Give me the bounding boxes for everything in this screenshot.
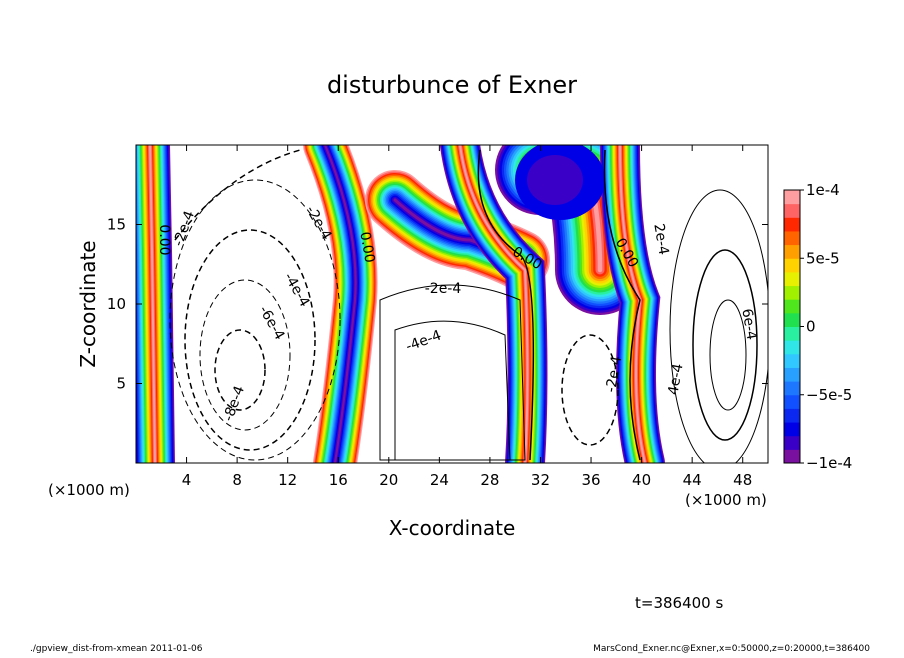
x-tick-label: 40 bbox=[632, 471, 651, 489]
contour-label: -4e-4 bbox=[404, 327, 444, 355]
x-axis-label: X-coordinate bbox=[389, 516, 516, 540]
colorbar-tick-label: −5e-5 bbox=[806, 386, 852, 404]
colorbar-swatch bbox=[784, 299, 800, 314]
colorbar-tick-label: 5e-5 bbox=[806, 249, 840, 267]
color-band bbox=[459, 145, 529, 463]
y-tick-label: 10 bbox=[107, 295, 126, 313]
contour-label: 0.00 bbox=[356, 231, 377, 264]
contour-label: -4e-4 bbox=[280, 270, 312, 310]
colorbar-swatch bbox=[784, 381, 800, 396]
colorbar-swatch bbox=[784, 326, 800, 341]
contour-label: -2e-4 bbox=[425, 281, 462, 297]
x-tick-label: 36 bbox=[581, 471, 600, 489]
colorbar-swatch bbox=[784, 422, 800, 437]
axis-unit: (×1000 m) bbox=[685, 491, 767, 509]
contour-label: -2e-4 bbox=[603, 355, 625, 394]
x-tick-label: 44 bbox=[683, 471, 702, 489]
contour-label: 0.00 bbox=[156, 224, 172, 255]
axis-unit: (×1000 m) bbox=[48, 481, 130, 499]
colorbar-swatch bbox=[784, 203, 800, 218]
colorbar-tick-label: 0 bbox=[806, 318, 816, 336]
colorbar-swatch bbox=[784, 367, 800, 382]
x-tick-label: 4 bbox=[182, 471, 192, 489]
x-tick-label: 48 bbox=[733, 471, 752, 489]
colorbar-tick-label: 1e-4 bbox=[806, 181, 840, 199]
contour-label: 6e-4 bbox=[738, 307, 759, 341]
colorbar-swatch bbox=[784, 394, 800, 409]
time-label: t=386400 s bbox=[635, 594, 723, 612]
y-tick-label: 5 bbox=[116, 375, 126, 393]
contour-label: 4e-4 bbox=[665, 362, 686, 396]
x-tick-label: 28 bbox=[480, 471, 499, 489]
chart-title: disturbunce of Exner bbox=[327, 71, 577, 99]
colorbar-swatch bbox=[784, 285, 800, 300]
color-band bbox=[149, 145, 156, 463]
footer-right: MarsCond_Exner.nc@Exner,x=0:50000,z=0:20… bbox=[593, 644, 870, 654]
footer-left: ./gpview_dist-from-xmean 2011-01-06 bbox=[30, 644, 203, 654]
colorbar-swatch bbox=[784, 340, 800, 355]
x-tick-label: 12 bbox=[278, 471, 297, 489]
y-axis-label: Z-coordinate bbox=[76, 240, 100, 367]
x-tick-label: 8 bbox=[232, 471, 242, 489]
color-band bbox=[527, 155, 583, 205]
colorbar-swatch bbox=[784, 271, 800, 287]
colorbar-swatch bbox=[784, 217, 800, 232]
colorbar-swatch bbox=[784, 408, 800, 423]
field bbox=[136, 145, 665, 463]
colorbar-swatch bbox=[784, 190, 800, 205]
x-tick-label: 32 bbox=[531, 471, 550, 489]
color-band bbox=[323, 145, 357, 463]
colorbar-swatch bbox=[784, 258, 800, 273]
contour-label: -2e-4 bbox=[170, 209, 198, 249]
contour-label: -6e-4 bbox=[255, 303, 287, 343]
colorbar-swatch bbox=[784, 312, 800, 327]
colorbar-swatch bbox=[784, 449, 800, 464]
x-tick-label: 16 bbox=[329, 471, 348, 489]
colorbar-tick-label: −1e-4 bbox=[806, 454, 852, 472]
contour-lines bbox=[169, 149, 768, 463]
contour-label: 2e-4 bbox=[650, 222, 671, 256]
colorbar-swatch bbox=[784, 353, 800, 368]
colorbar-swatch bbox=[784, 435, 800, 450]
contour-label: -8e-4 bbox=[220, 384, 248, 424]
x-tick-label: 24 bbox=[430, 471, 449, 489]
x-tick-label: 20 bbox=[379, 471, 398, 489]
colorbar-swatch bbox=[784, 230, 800, 246]
colorbar-swatch bbox=[784, 244, 800, 259]
y-tick-label: 15 bbox=[107, 216, 126, 234]
